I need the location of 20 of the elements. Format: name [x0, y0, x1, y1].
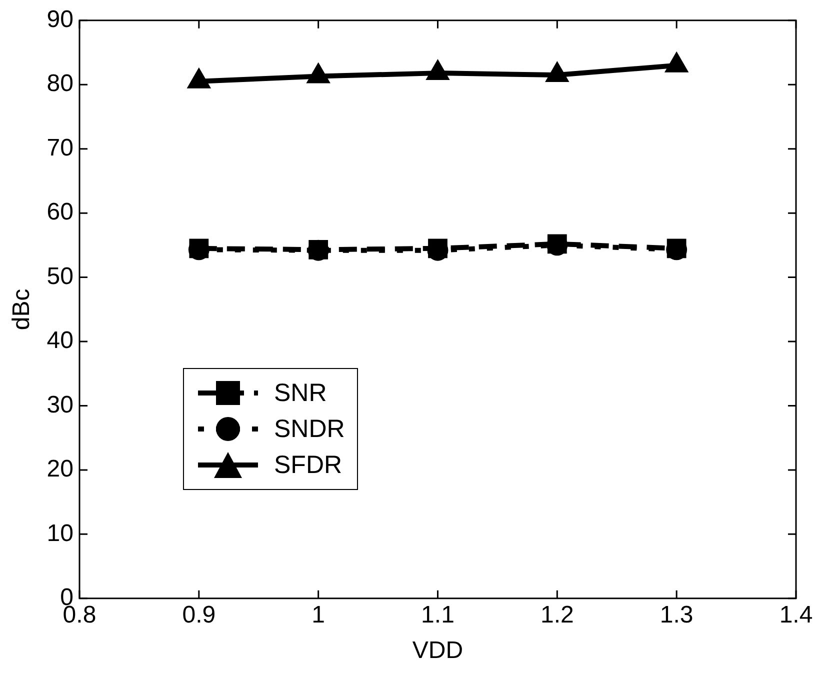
y-tick-label: 40	[46, 327, 74, 354]
y-tick-label: 30	[46, 391, 74, 418]
y-tick-label: 50	[46, 262, 74, 290]
y-tick-label: 70	[46, 134, 74, 162]
x-tick-label: 0.9	[182, 601, 216, 628]
x-axis-title: VDD	[412, 637, 464, 664]
x-tick-label: 1.4	[779, 601, 813, 628]
legend-label: SNR	[274, 378, 327, 408]
y-tick-label: 10	[46, 520, 74, 547]
x-tick-label: 1.3	[660, 601, 694, 628]
y-axis-title: dBc	[8, 288, 36, 330]
legend-label: SNDR	[274, 414, 345, 444]
x-tick-label: 1.2	[540, 601, 574, 628]
legend-label: SFDR	[274, 450, 342, 480]
y-tick-label: 90	[46, 6, 74, 34]
y-tick-label: 80	[46, 70, 74, 98]
x-tick-label: 1.1	[421, 601, 454, 628]
y-tick-label: 20	[46, 456, 74, 483]
x-tick-label: 1	[312, 601, 326, 628]
y-tick-label: 60	[46, 198, 74, 226]
